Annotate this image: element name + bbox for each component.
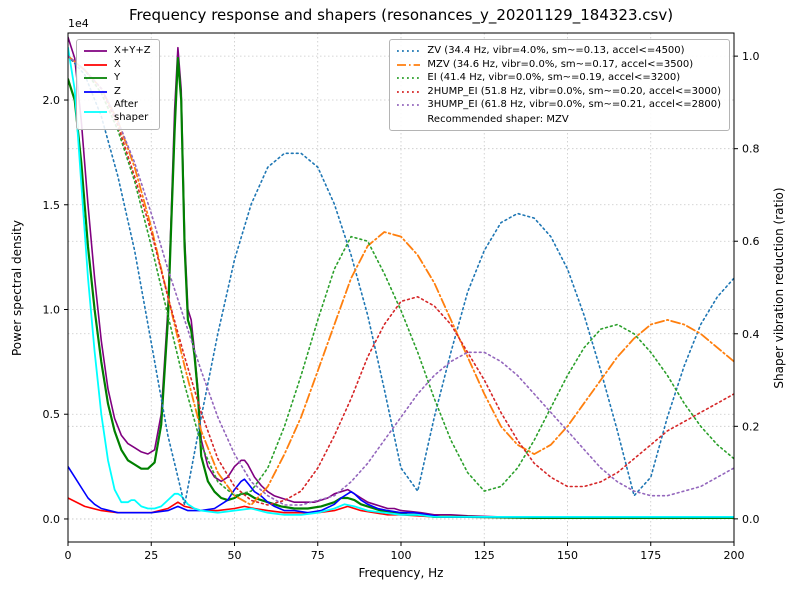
legend-item: EI (41.4 Hz, vibr=0.0%, sm~=0.19, accel<… (396, 72, 721, 85)
x-tick-label: 100 (391, 549, 412, 562)
legend-item: 2HUMP_EI (51.8 Hz, vibr=0.0%, sm~=0.20, … (396, 86, 721, 99)
series-after-shaper (68, 46, 734, 518)
tick-labels: 0 25 50 75 100 125 150 175 200 0.0 0.5 1.0 1.5 2.0 0.0… (43, 50, 760, 562)
legend-item: MZV (34.6 Hz, vibr=0.0%, sm~=0.17, accel… (396, 59, 721, 72)
plot-border (67, 32, 735, 543)
legend-label: 3HUMP_EI (61.8 Hz, vibr=0.0%, sm~=0.21, … (427, 99, 721, 110)
legend-label: 2HUMP_EI (51.8 Hz, vibr=0.0%, sm~=0.20, … (427, 85, 721, 97)
x-tick-label: 50 (228, 549, 242, 562)
y-left-tick-label: 1.5 (43, 199, 61, 212)
legend-item: Y (83, 72, 151, 85)
y-left-tick-label: 2.0 (43, 94, 61, 107)
y-right-tick-label: 1.0 (742, 50, 760, 63)
axes-frame (64, 32, 738, 546)
y-left-tick-label: 1.0 (43, 303, 61, 316)
y-right-tick-label: 0.2 (742, 420, 760, 433)
legend-psd: X+Y+Z X Y Z After shaper (76, 39, 160, 130)
legend-label: After shaper (114, 99, 149, 123)
y-right-tick-label: 0.0 (742, 513, 760, 526)
y-left-tick-label: 0.0 (43, 513, 61, 526)
legend-label: X (114, 58, 121, 70)
y-right-tick-label: 0.4 (742, 328, 760, 341)
legend-label: MZV (34.6 Hz, vibr=0.0%, sm~=0.17, accel… (427, 58, 694, 70)
series-z (68, 465, 734, 518)
series-ei (68, 55, 734, 497)
legend-item: After shaper (83, 99, 151, 124)
legend-item: Z (83, 86, 151, 99)
legend-item: ZV (34.4 Hz, vibr=4.0%, sm~=0.13, accel<… (396, 45, 721, 58)
y-left-tick-label: 0.5 (43, 408, 61, 421)
x-axis-label: Frequency, Hz (358, 566, 444, 580)
x-tick-label: 200 (724, 549, 745, 562)
x-tick-label: 175 (640, 549, 661, 562)
x-tick-label: 125 (474, 549, 495, 562)
legend-line-sample-icon (397, 90, 421, 93)
x-tick-label: 25 (144, 549, 158, 562)
y-axis-right-label: Shaper vibration reduction (ratio) (772, 187, 786, 389)
y-axis-left-label: Power spectral density (10, 219, 24, 357)
legend-shapers: ZV (34.4 Hz, vibr=4.0%, sm~=0.13, accel<… (389, 39, 730, 131)
legend-label: X+Y+Z (114, 45, 151, 56)
legend-label: Z (114, 85, 121, 97)
series-3hump-ei (68, 55, 734, 506)
y-axis-offset-text: 1e4 (68, 17, 89, 30)
legend-item: X+Y+Z (83, 45, 151, 58)
legend-label: EI (41.4 Hz, vibr=0.0%, sm~=0.19, accel<… (427, 72, 681, 83)
legend-line-sample-icon (84, 77, 107, 80)
series-mzv (68, 55, 734, 506)
legend-line-sample-icon (84, 90, 107, 93)
series-zv (68, 55, 734, 506)
series-2hump-ei (68, 55, 734, 506)
legend-line-sample-icon (84, 50, 107, 53)
legend-line-sample-icon (397, 63, 421, 66)
x-tick-label: 0 (65, 549, 72, 562)
y-right-tick-label: 0.8 (742, 143, 760, 156)
legend-line-sample-icon (84, 110, 107, 113)
x-tick-label: 150 (557, 549, 578, 562)
legend-line-sample-icon (397, 104, 421, 107)
legend-label: Y (114, 72, 121, 83)
legend-note: Recommended shaper: MZV (427, 113, 569, 125)
series-x-y-z (68, 36, 734, 518)
legend-label: ZV (34.4 Hz, vibr=4.0%, sm~=0.13, accel<… (427, 45, 685, 56)
legend-line-sample-icon (397, 77, 421, 80)
legend-line-sample-icon (397, 50, 421, 53)
series-y (68, 56, 734, 520)
y-right-tick-label: 0.6 (742, 235, 760, 248)
legend-item: 3HUMP_EI (61.8 Hz, vibr=0.0%, sm~=0.21, … (396, 99, 721, 112)
legend-item: X (83, 59, 151, 72)
legend-line-sample-icon (84, 63, 107, 66)
chart-title: Frequency response and shapers (resonanc… (128, 6, 674, 24)
series-lines (68, 36, 734, 520)
x-tick-label: 75 (311, 549, 325, 562)
